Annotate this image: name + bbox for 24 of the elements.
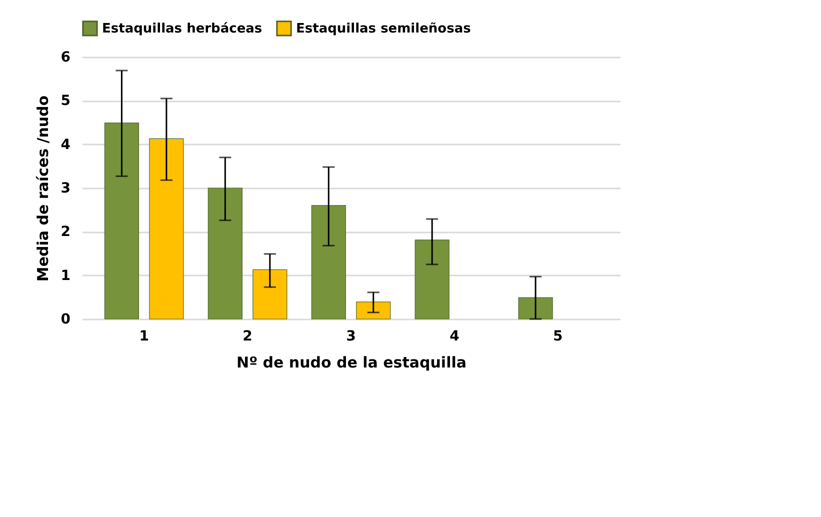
y-axis-title: Media de raíces /nudo (34, 95, 52, 282)
bar (311, 205, 346, 320)
bar (414, 240, 450, 320)
y-tick-label: 2 (60, 224, 70, 240)
bar (104, 122, 140, 320)
y-tick-label: 4 (60, 136, 71, 153)
bar (252, 269, 288, 320)
x-tick-label: 1 (139, 328, 149, 344)
y-tick-label: 1 (60, 268, 70, 284)
x-tick-label: 4 (450, 328, 460, 344)
y-tick-label: 6 (60, 50, 70, 66)
y-tick-label: 5 (60, 93, 70, 110)
x-axis-title: Nº de nudo de la estaquilla (236, 354, 466, 372)
x-tick-label: 2 (242, 328, 252, 344)
bar (518, 297, 553, 320)
bar (208, 188, 242, 320)
y-tick-label: 0 (60, 312, 71, 328)
legend-label: Estaquillas herbáceas (102, 21, 262, 36)
bar (356, 302, 391, 320)
y-tick-label: 3 (60, 180, 70, 196)
x-tick-label: 3 (346, 328, 356, 344)
legend-label: Estaquillas semileñosas (296, 21, 472, 36)
bar (149, 138, 184, 320)
x-tick-label: 5 (553, 328, 563, 344)
